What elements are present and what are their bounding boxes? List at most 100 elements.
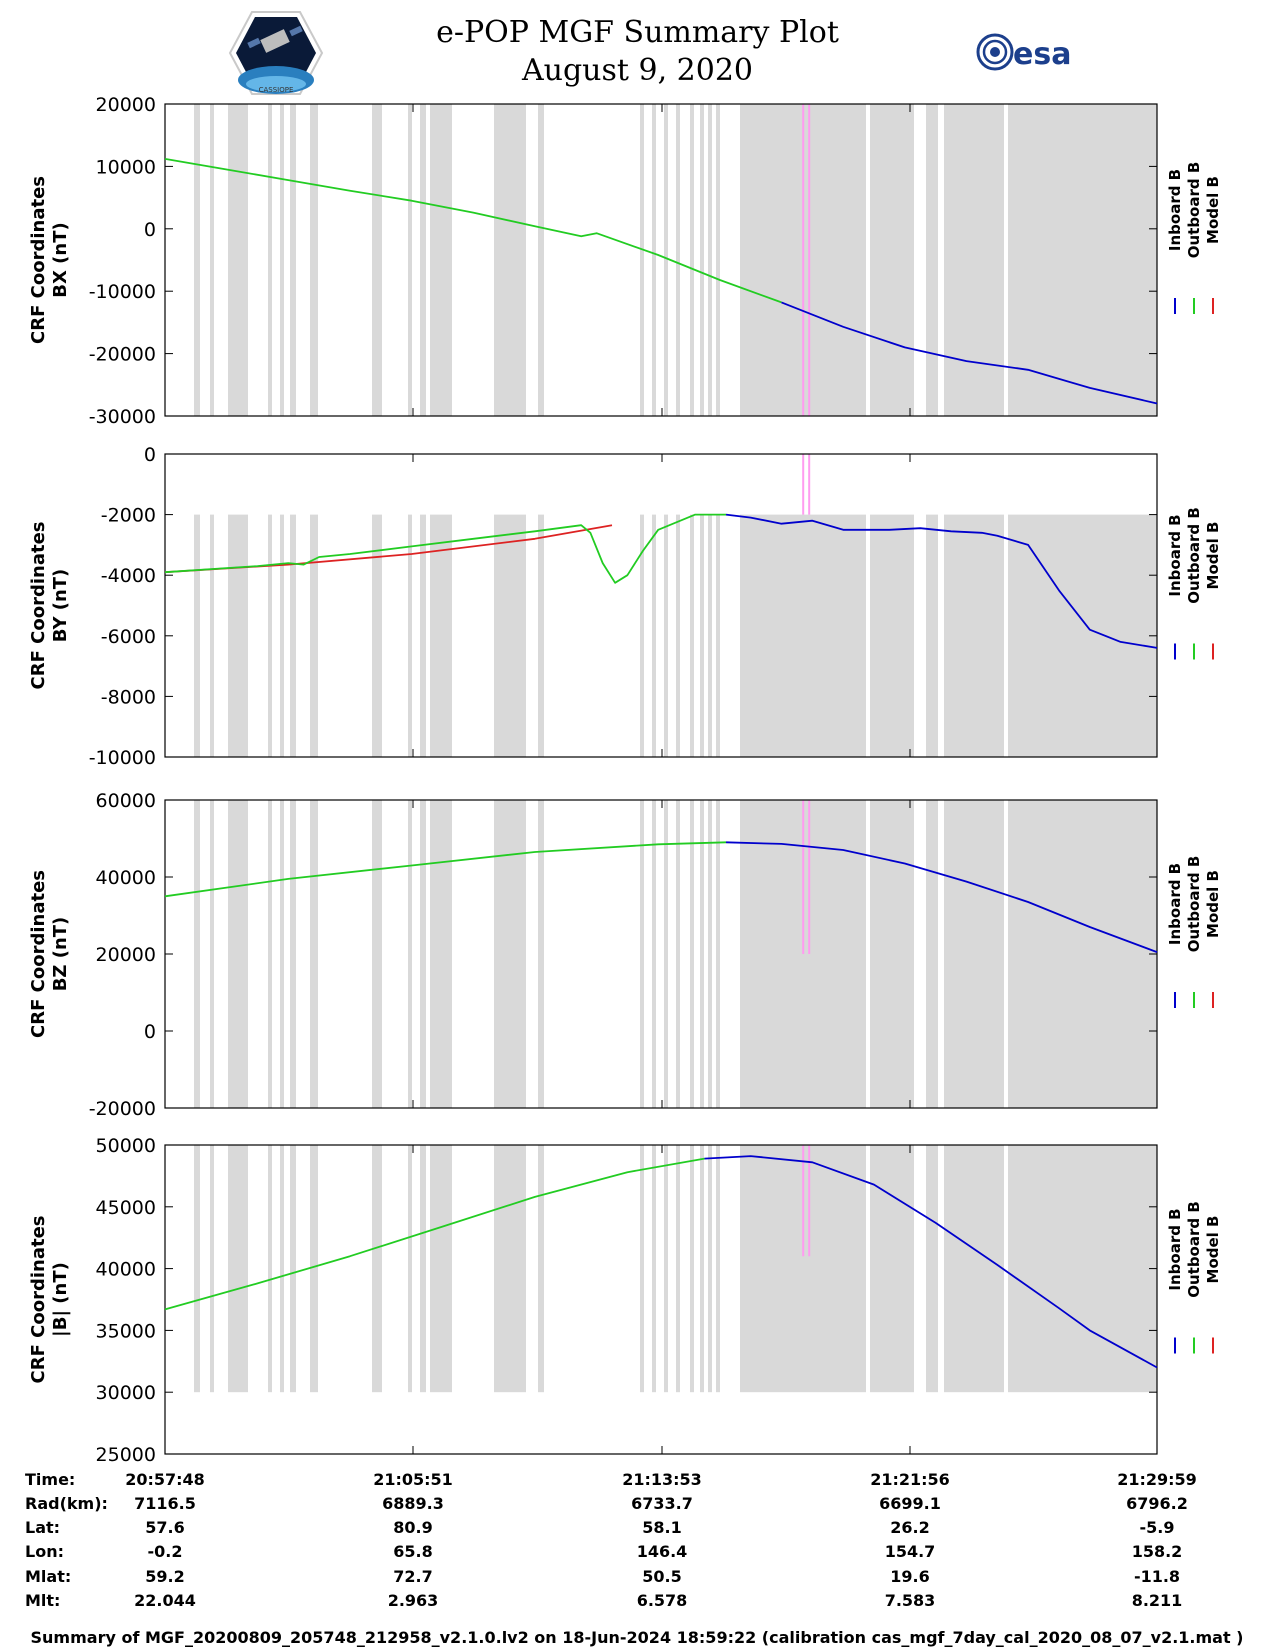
legend-label: Outboard B	[1185, 1201, 1203, 1298]
esa-logo-text: esa	[1013, 37, 1071, 72]
data-gap-band	[494, 104, 526, 416]
data-gap-band	[690, 1145, 694, 1393]
legend-label: Inboard B	[1166, 863, 1184, 945]
data-gap-band	[420, 514, 426, 757]
data-gap-band	[538, 800, 544, 1108]
orbit-value: -5.9	[1140, 1518, 1175, 1537]
data-gap-band	[716, 104, 720, 416]
plot-title: e-POP MGF Summary Plot	[436, 15, 839, 50]
data-gap-band	[652, 1145, 656, 1393]
series-inboard-b	[704, 1155, 1158, 1369]
panel-4: 50000 45000 40000 35000 30000 25000 CRF Coordi…	[28, 1135, 1222, 1466]
data-gap-band	[1008, 1145, 1157, 1393]
orbit-value: 7116.5	[134, 1494, 196, 1513]
y-axis-label-line: CRF Coordinates	[28, 1216, 49, 1384]
y-tick-label: 35000	[96, 1320, 156, 1342]
y-tick-label: -6000	[101, 626, 156, 648]
data-gap-band	[708, 800, 712, 1108]
data-gap-band	[268, 800, 272, 1108]
data-gap-band	[640, 514, 644, 757]
data-gap-band	[280, 1145, 284, 1393]
orbit-value: 8.211	[1132, 1591, 1183, 1610]
series-inboard-b	[725, 841, 1158, 953]
data-gap-band	[716, 514, 720, 757]
y-axis-label-line: CRF Coordinates	[28, 176, 49, 344]
orbit-value: 158.2	[1132, 1542, 1183, 1561]
mission-logo-text: CASSIOPE	[259, 86, 294, 94]
data-gap-band	[664, 1145, 668, 1393]
data-gap-band	[372, 514, 382, 757]
x-tick-label-time: 21:21:56	[870, 1470, 950, 1489]
data-gap-band	[926, 800, 938, 1108]
data-gap-band	[210, 800, 214, 1108]
data-gap-band	[870, 1145, 914, 1393]
data-gap-band	[652, 514, 656, 757]
panel-2: 0 -2000 -4000 -6000 -8000 -10000 CRF Coordinat…	[28, 444, 1222, 769]
data-gap-band	[716, 1145, 720, 1393]
footer-caption: Summary of MGF_20200809_205748_212958_v2…	[31, 1628, 1244, 1647]
data-gap-band	[228, 800, 248, 1108]
data-gap-band	[708, 514, 712, 757]
data-gap-band	[676, 104, 680, 416]
orbit-value: 6.578	[637, 1591, 688, 1610]
data-gap-band	[690, 104, 694, 416]
orbit-value: 72.7	[393, 1567, 432, 1586]
y-axis-label-line: BY (nT)	[50, 569, 71, 643]
data-gap-band	[372, 800, 382, 1108]
series-outboard-b	[164, 513, 726, 584]
orbit-value: -11.8	[1134, 1567, 1180, 1586]
y-tick-label: 10000	[96, 156, 156, 178]
orbit-value: 19.6	[890, 1567, 929, 1586]
data-gap-band	[944, 1145, 1004, 1393]
data-gap-band	[228, 1145, 248, 1393]
data-gap-band	[1008, 514, 1157, 757]
series-outboard-b	[164, 158, 782, 304]
x-tick-label-time: 21:05:51	[373, 1470, 453, 1489]
data-gap-band	[870, 104, 914, 416]
data-gap-band	[420, 104, 426, 416]
orbit-value: 7.583	[885, 1591, 936, 1610]
data-gap-band	[1008, 800, 1157, 1108]
data-gap-band	[664, 800, 668, 1108]
y-axis-label: CRF CoordinatesBY (nT)	[28, 522, 71, 690]
orbit-row-label: Rad(km):	[25, 1494, 108, 1513]
data-gap-band	[290, 104, 296, 416]
data-gap-band	[538, 514, 544, 757]
data-gap-band	[372, 1145, 382, 1393]
title-block: e-POP MGF Summary Plot August 9, 2020	[0, 14, 1275, 90]
data-gap-band	[228, 104, 248, 416]
data-gap-band	[494, 1145, 526, 1393]
orbit-value: 6796.2	[1126, 1494, 1188, 1513]
data-gap-band	[538, 104, 544, 416]
orbit-value: 22.044	[134, 1591, 196, 1610]
data-gap-band	[538, 1145, 544, 1393]
data-gap-band	[640, 800, 644, 1108]
orbit-value: 57.6	[145, 1518, 184, 1537]
data-gap-band	[690, 800, 694, 1108]
legend-label: Model B	[1204, 870, 1222, 938]
series-outboard-b	[164, 841, 727, 898]
data-gap-band	[210, 514, 214, 757]
y-axis-label: CRF CoordinatesBX (nT)	[28, 176, 71, 344]
data-gap-band	[926, 514, 938, 757]
orbit-value: 154.7	[885, 1542, 936, 1561]
data-gap-band	[210, 1145, 214, 1393]
data-gap-band	[740, 514, 866, 757]
data-gap-band	[676, 800, 680, 1108]
data-gap-band	[290, 800, 296, 1108]
y-tick-label: -30000	[89, 406, 156, 428]
orbit-row-label: Time:	[25, 1470, 75, 1489]
y-axis-label-line: CRF Coordinates	[28, 870, 49, 1038]
y-tick-label: 20000	[96, 94, 156, 116]
orbit-value: 50.5	[642, 1567, 681, 1586]
data-gap-band	[310, 104, 318, 416]
data-gap-band	[640, 104, 644, 416]
orbit-value: 6889.3	[382, 1494, 444, 1513]
orbit-value: 80.9	[393, 1518, 432, 1537]
data-gap-band	[652, 104, 656, 416]
data-gap-band	[408, 104, 412, 416]
data-gap-band	[708, 104, 712, 416]
y-axis-label-line: |B| (nT)	[50, 1262, 71, 1337]
y-tick-label: -20000	[89, 1098, 156, 1120]
